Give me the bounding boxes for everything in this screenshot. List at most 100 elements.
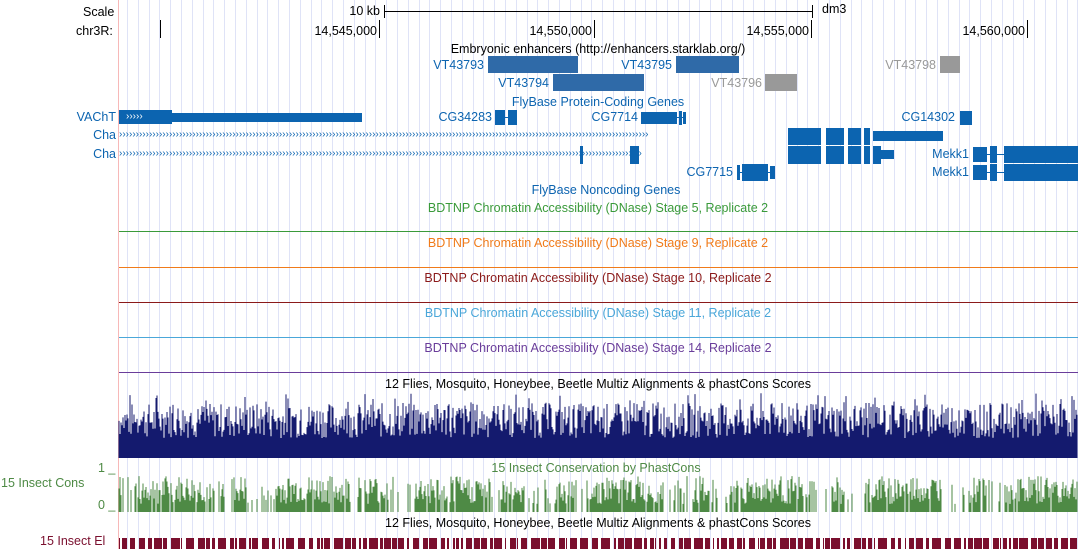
gene-label-cg14302[interactable]: CG14302 [901,110,955,124]
gridline [300,0,301,549]
gridline [969,0,970,549]
enhancer-vt43795[interactable] [676,56,739,73]
gridline [181,0,182,549]
gene-cha-2-exon[interactable] [630,146,639,164]
dnase-stage11-signal[interactable] [119,337,1078,338]
enhancer-vt43793[interactable] [488,56,578,73]
dnase-stage14-signal[interactable] [119,372,1078,373]
gridline [527,0,528,549]
dnase-stage5-title[interactable]: BDTNP Chromatin Accessibility (DNase) St… [427,201,769,215]
gene-label-cg7715[interactable]: CG7715 [686,165,733,179]
gene-cha-2-exon[interactable] [826,146,844,164]
elements-track-title[interactable]: 12 Flies, Mosquito, Honeybee, Beetle Mul… [385,516,811,530]
gene-cha-2-exon[interactable] [848,146,861,164]
multiz-track-title[interactable]: 12 Flies, Mosquito, Honeybee, Beetle Mul… [385,377,811,391]
gridline [602,0,603,549]
gene-cha-1-exon[interactable] [788,128,821,145]
gene-cg7714-exon[interactable] [683,112,686,124]
dnase-stage10-title[interactable]: BDTNP Chromatin Accessibility (DNase) St… [424,271,772,285]
protein-genes-track-title[interactable]: FlyBase Protein-Coding Genes [511,95,685,109]
gene-label-cg34283[interactable]: CG34283 [438,110,492,124]
phastcons-wiggle-path [118,476,1078,512]
elements-blocks-path [119,538,1077,549]
gene-mekk1-exon[interactable] [1004,164,1078,181]
gridline [678,0,679,549]
gridline [1067,0,1068,549]
gene-mekk1-exon[interactable] [1004,146,1078,163]
gene-mekk1-exon[interactable] [973,147,987,162]
gene-cg7715-exon[interactable] [770,166,775,179]
gridline [365,0,366,549]
gene-cg34283-exon[interactable] [495,110,505,125]
gridline [213,0,214,549]
gene-cha-1-utr[interactable] [873,131,943,141]
dnase-stage9-title[interactable]: BDTNP Chromatin Accessibility (DNase) St… [427,236,769,250]
gene-cha-2-exon[interactable] [788,146,821,164]
dnase-stage5-signal[interactable] [119,231,1078,232]
gridline [246,0,247,549]
enhancer-label-vt43795[interactable]: VT43795 [621,58,672,72]
gene-vacht-utr[interactable] [172,113,362,122]
enhancer-label-vt43798[interactable]: VT43798 [885,58,936,72]
scale-bar-label: 10 kb [349,4,380,18]
enhancer-vt43798[interactable] [940,56,960,73]
gridline [375,0,376,549]
enhancer-vt43794[interactable] [553,74,644,91]
enhancer-label-vt43796[interactable]: VT43796 [711,76,762,90]
gene-cg7715-exon[interactable] [737,165,740,180]
gene-cg14302-exon[interactable] [960,111,972,125]
gene-label-vacht[interactable]: VAChT [76,110,116,124]
gene-label-mekk1[interactable]: Mekk1 [932,147,969,161]
gene-cha-1-intron[interactable]: ››››››››››››››››››››››››››››››››››››››››… [119,130,649,140]
gene-cha-2-exon[interactable] [864,146,870,164]
gene-cg7715-exon[interactable] [742,164,768,181]
gene-cha-2-utr[interactable] [881,150,894,159]
gene-cha-1-exon[interactable] [826,128,844,145]
gene-cg7714-exon[interactable] [641,112,677,124]
gridline [753,0,754,549]
dnase-stage11-title[interactable]: BDTNP Chromatin Accessibility (DNase) St… [424,306,772,320]
enhancer-vt43796[interactable] [765,74,797,91]
gene-cha-1-exon[interactable] [848,128,861,145]
gene-mekk1-exon[interactable] [990,146,997,163]
gridline [332,0,333,549]
gene-label-cha[interactable]: Cha [93,128,116,142]
gridline [656,0,657,549]
gridline [548,0,549,549]
dnase-stage9-signal[interactable] [119,267,1078,268]
gene-mekk1-exon[interactable] [973,165,987,180]
gridline [948,0,949,549]
noncoding-track-title[interactable]: FlyBase Noncoding Genes [531,183,681,197]
gene-label-cg7714[interactable]: CG7714 [591,110,638,124]
gene-mekk1-exon[interactable] [990,164,997,181]
enhancers-track-title[interactable]: Embryonic enhancers (http://enhancers.st… [450,42,746,56]
gridline [408,0,409,549]
phastcons-side-label[interactable]: 15 Insect Cons [1,476,85,490]
gene-cha-1-exon[interactable] [864,128,870,145]
gene-cha-2-exon[interactable] [873,146,881,164]
gridline [905,0,906,549]
dnase-stage14-title[interactable]: BDTNP Chromatin Accessibility (DNase) St… [424,341,772,355]
gene-cg34283-exon[interactable] [508,110,517,125]
enhancer-label-vt43794[interactable]: VT43794 [498,76,549,90]
scale-label: Scale [83,5,115,19]
gridline [473,0,474,549]
gene-cha-2-exon[interactable] [580,146,583,164]
gene-cg7714-exon[interactable] [679,111,682,125]
ruler-tick [379,20,380,38]
dnase-stage10-signal[interactable] [119,302,1078,303]
gene-label-mekk1[interactable]: Mekk1 [932,165,969,179]
gridline [635,0,636,549]
gene-vacht-exon[interactable] [119,110,172,124]
gridline [851,0,852,549]
gridline [710,0,711,549]
gene-label-cha[interactable]: Cha [93,147,116,161]
gridline [462,0,463,549]
phastcons-track-title[interactable]: 15 Insect Conservation by PhastCons [491,461,701,475]
gridline [840,0,841,549]
elements-side-label[interactable]: 15 Insect El [40,534,106,548]
enhancer-label-vt43793[interactable]: VT43793 [433,58,484,72]
gridline [419,0,420,549]
gene-cha-2-intron[interactable]: ››››››››››››››››››››››››››››››››››››››››… [119,149,642,159]
gridline [786,0,787,549]
